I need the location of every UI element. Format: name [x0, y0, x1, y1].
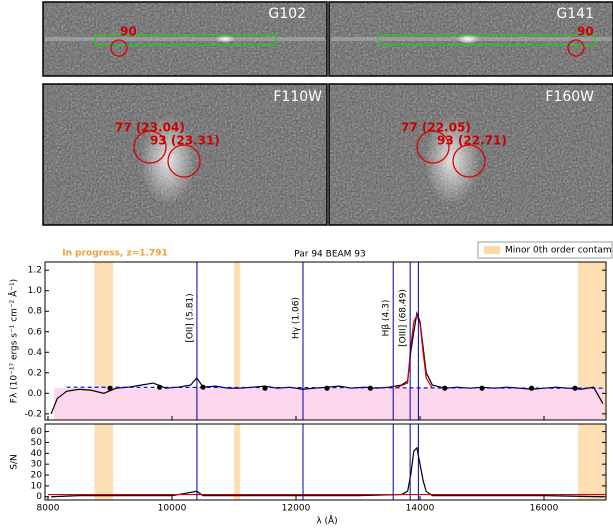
- y-tick-label: 0.0: [28, 389, 43, 399]
- y-axis-label: S/N: [10, 454, 20, 469]
- fit-point: [262, 385, 268, 391]
- spectral-trace: [45, 37, 325, 41]
- y-tick-label: 0.6: [28, 327, 43, 337]
- filter-label: G141: [556, 6, 594, 22]
- contam-region: [578, 424, 606, 500]
- filter-label: F110W: [273, 89, 322, 105]
- data-line: [394, 313, 433, 389]
- object-circle: [567, 39, 585, 57]
- extraction-box: [94, 34, 277, 46]
- emission-label: [OIII] (68.49): [399, 289, 409, 347]
- y-tick-label: 1.0: [28, 286, 43, 296]
- emission-label: [OII] (5.81): [185, 293, 195, 342]
- legend-box: [477, 241, 613, 259]
- object-label: 90: [577, 25, 594, 39]
- fit-point: [324, 385, 330, 391]
- chart-title: Par 94 BEAM 93: [294, 250, 366, 260]
- filter-label: F160W: [545, 89, 594, 105]
- x-tick-label: 14000: [406, 504, 435, 514]
- object-circle: [167, 144, 201, 178]
- x-axis-label: λ (Å): [316, 515, 337, 527]
- object-label: 93 (22.71): [437, 134, 507, 148]
- object-circle: [110, 39, 128, 57]
- image-frame: [328, 83, 613, 226]
- axes-frame: [44, 423, 607, 501]
- object-circle: [416, 130, 450, 164]
- y-tick-label: 50: [31, 438, 43, 448]
- filter-label: G102: [268, 6, 306, 22]
- contam-region: [94, 424, 114, 500]
- object-circle: [133, 130, 167, 164]
- x-tick-label: 16000: [530, 504, 559, 514]
- axes-frame: [44, 261, 607, 421]
- object-label: 77 (22.05): [401, 121, 471, 135]
- emission-label: Hγ (1.06): [292, 297, 302, 339]
- data-line: [51, 446, 603, 498]
- image-frame: [42, 1, 328, 77]
- fill-area: [54, 388, 603, 420]
- image-frame: [328, 1, 613, 77]
- y-tick-label: 20: [31, 471, 43, 481]
- y-tick-label: 0.2: [28, 368, 42, 378]
- image-frame: [42, 83, 328, 226]
- fit-point: [200, 384, 206, 390]
- x-tick-label: 12000: [282, 504, 311, 514]
- fit-point: [529, 385, 535, 391]
- object-label: 77 (23.04): [115, 121, 185, 135]
- extraction-box: [377, 34, 596, 46]
- image-panels: G102 90 G141 90 F110W 77 (23.04)93 (23.31) F16…: [42, 1, 613, 226]
- y-tick-label: 0.8: [28, 307, 43, 317]
- status-annotation: In progress, z=1.791: [62, 249, 167, 259]
- y-tick-label: -0.2: [24, 409, 42, 419]
- object-circle: [452, 144, 486, 178]
- y-tick-label: 10: [31, 481, 43, 491]
- legend-swatch: [484, 246, 500, 254]
- contam-region: [94, 262, 114, 420]
- data-line: [50, 311, 604, 415]
- continuum-line: [66, 386, 607, 389]
- legend-label: Minor 0th order contam: [505, 246, 612, 256]
- y-tick-label: 60: [31, 427, 43, 437]
- contam-region: [234, 424, 241, 500]
- fit-point: [572, 385, 578, 391]
- y-axis-label: Fλ (10⁻¹⁷ ergs s⁻¹ cm⁻² Å⁻¹): [8, 279, 20, 403]
- contam-region: [234, 262, 241, 420]
- spectrum-plot: [OII] (5.81) Hγ (1.06) Hβ (4.3) [OIII] (68.…: [8, 241, 613, 527]
- y-tick-label: 30: [31, 460, 43, 470]
- fit-point: [442, 385, 448, 391]
- object-label: 90: [120, 25, 137, 39]
- y-tick-label: 1.2: [28, 266, 42, 276]
- source-glow: [456, 34, 480, 44]
- fit-point: [107, 385, 113, 391]
- x-tick-label: 8000: [37, 504, 60, 514]
- y-tick-label: 0: [36, 492, 42, 502]
- fit-point: [479, 385, 485, 391]
- y-tick-label: 40: [31, 449, 43, 459]
- fit-point: [367, 385, 373, 391]
- x-tick-label: 10000: [158, 504, 187, 514]
- source-glow: [424, 115, 480, 205]
- fit-point: [157, 384, 163, 390]
- emission-label: Hβ (4.3): [382, 300, 392, 337]
- object-label: 93 (23.31): [150, 134, 220, 148]
- y-tick-label: 0.4: [28, 348, 43, 358]
- source-glow: [215, 35, 235, 43]
